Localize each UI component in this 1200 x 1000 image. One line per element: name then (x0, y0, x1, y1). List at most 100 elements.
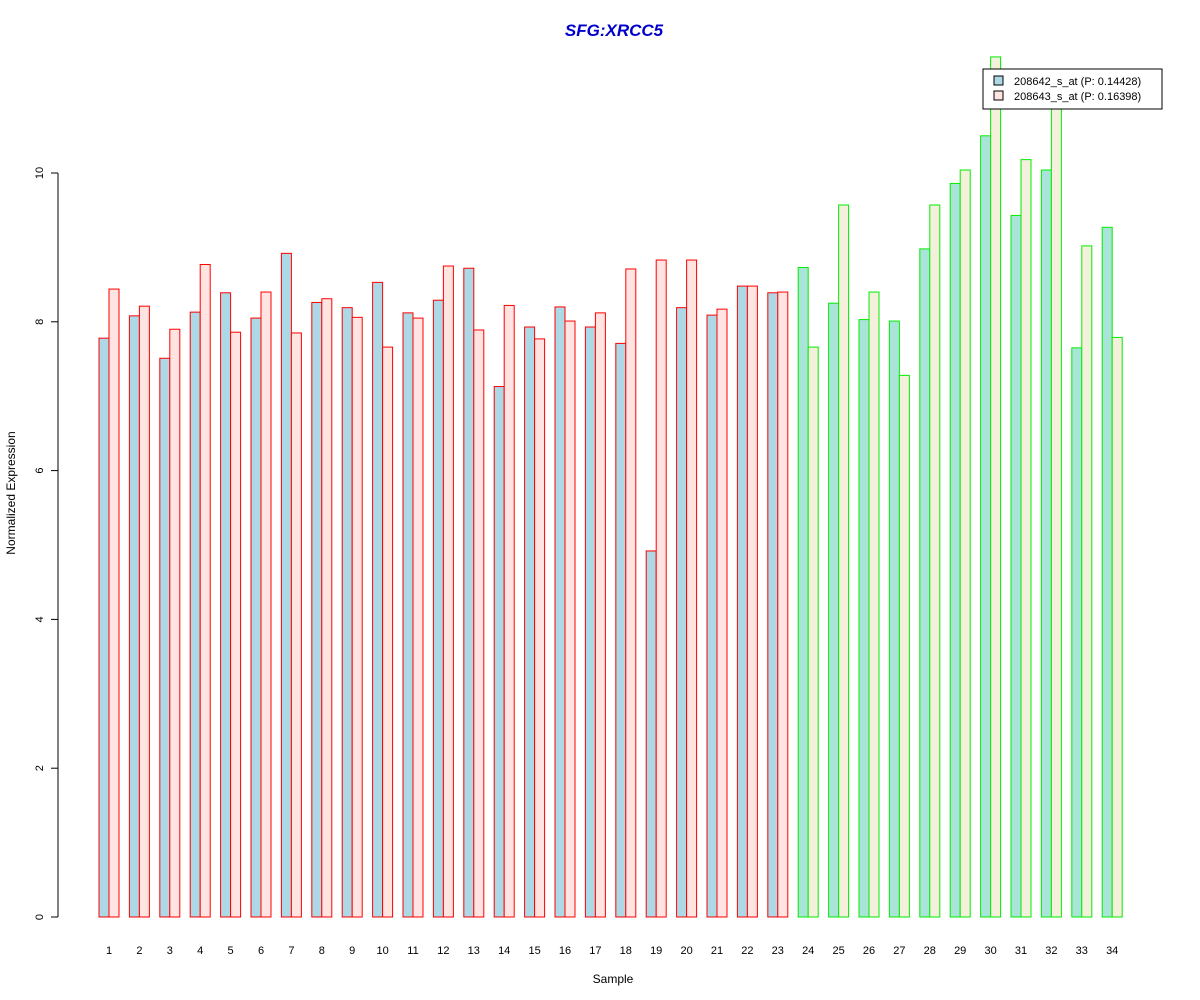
bar-sample-7-series-1 (280, 252, 292, 918)
x-tick-label: 19 (650, 945, 662, 957)
x-tick-label: 30 (984, 945, 996, 957)
bar-sample-13-series-1 (463, 267, 475, 918)
x-tick-label: 29 (954, 945, 966, 957)
bar-sample-19-series-1 (645, 550, 657, 918)
x-tick-label: 10 (376, 945, 388, 957)
bar-sample-1-series-1 (98, 337, 110, 918)
bar-sample-32-series-1 (1040, 169, 1052, 918)
x-tick-label: 18 (620, 945, 632, 957)
bar-sample-34-series-2 (1111, 336, 1123, 918)
bar-sample-18-series-1 (615, 342, 627, 918)
bar-sample-15-series-1 (524, 326, 536, 918)
legend-label-series-2: 208643_s_at (P: 0.16398) (1014, 91, 1141, 103)
bar-sample-12-series-2 (442, 265, 454, 918)
bar-sample-23-series-1 (767, 292, 779, 918)
x-tick-label: 5 (228, 945, 234, 957)
bar-sample-30-series-1 (980, 135, 992, 918)
bar-sample-8-series-2 (321, 298, 333, 918)
x-tick-label: 24 (802, 945, 814, 957)
bar-sample-20-series-1 (676, 307, 688, 918)
x-tick-label: 8 (319, 945, 325, 957)
bar-sample-25-series-2 (838, 204, 850, 918)
bar-sample-17-series-1 (584, 326, 596, 918)
bar-sample-4-series-2 (199, 264, 211, 918)
bars-group (98, 56, 1123, 918)
x-tick-label: 28 (924, 945, 936, 957)
bar-sample-31-series-1 (1010, 214, 1022, 918)
x-tick-label: 34 (1106, 945, 1118, 957)
bar-sample-12-series-1 (432, 299, 444, 918)
bar-sample-17-series-2 (594, 312, 606, 918)
bar-sample-21-series-1 (706, 314, 718, 918)
bar-sample-27-series-1 (888, 320, 900, 918)
y-axis-label: Normalized Expression (4, 431, 18, 554)
x-tick-label: 22 (741, 945, 753, 957)
bar-sample-21-series-2 (716, 308, 728, 918)
bar-sample-11-series-2 (412, 317, 424, 918)
bar-sample-11-series-1 (402, 312, 414, 918)
bar-sample-2-series-2 (138, 305, 150, 918)
bar-sample-25-series-1 (828, 302, 840, 918)
chart-title: SFG:XRCC5 (565, 21, 664, 40)
x-tick-label: 31 (1015, 945, 1027, 957)
x-tick-label: 33 (1076, 945, 1088, 957)
bar-sample-6-series-1 (250, 317, 262, 918)
bar-sample-18-series-2 (625, 268, 637, 918)
x-tick-label: 13 (468, 945, 480, 957)
legend-box (982, 68, 1163, 110)
legend: 208642_s_at (P: 0.14428) 208643_s_at (P:… (982, 68, 1163, 110)
bar-sample-3-series-1 (159, 357, 171, 918)
y-tick-label: 0 (34, 914, 46, 920)
bar-sample-14-series-2 (503, 304, 515, 918)
x-tick-label: 1 (106, 945, 112, 957)
x-tick-label: 9 (349, 945, 355, 957)
bar-sample-32-series-2 (1050, 90, 1062, 918)
bar-sample-7-series-2 (290, 332, 302, 918)
x-tick-labels: 1 2 3 4 5 6 7 8 9 10 11 12 13 14 15 16 17 18 19 20 21 22 23 24 2… (106, 945, 1118, 957)
x-tick-label: 7 (288, 945, 294, 957)
bar-sample-30-series-2 (990, 56, 1002, 918)
x-tick-label: 14 (498, 945, 510, 957)
bar-sample-15-series-2 (534, 338, 546, 918)
bar-sample-16-series-2 (564, 320, 576, 918)
bar-sample-28-series-2 (929, 204, 941, 918)
x-tick-label: 23 (772, 945, 784, 957)
x-tick-label: 20 (680, 945, 692, 957)
x-tick-label: 17 (589, 945, 601, 957)
y-axis: 0 2 4 6 8 10 (34, 167, 59, 920)
bar-sample-33-series-2 (1081, 245, 1093, 918)
bar-sample-4-series-1 (189, 311, 201, 918)
x-tick-label: 2 (136, 945, 142, 957)
bar-sample-19-series-2 (655, 259, 667, 918)
bar-sample-10-series-1 (372, 281, 384, 918)
x-tick-label: 3 (167, 945, 173, 957)
bar-sample-5-series-2 (230, 331, 242, 918)
bar-sample-26-series-1 (858, 319, 870, 918)
bar-sample-6-series-2 (260, 291, 272, 918)
bar-sample-31-series-2 (1020, 159, 1032, 918)
x-tick-label: 12 (437, 945, 449, 957)
x-tick-label: 26 (863, 945, 875, 957)
bar-sample-2-series-1 (128, 315, 140, 918)
bar-sample-10-series-2 (382, 346, 394, 918)
x-tick-label: 4 (197, 945, 203, 957)
bar-sample-24-series-1 (797, 266, 809, 918)
bar-sample-13-series-2 (473, 329, 485, 918)
bar-sample-24-series-2 (807, 346, 819, 918)
bar-sample-23-series-2 (777, 291, 789, 918)
bar-sample-9-series-1 (341, 307, 353, 918)
x-tick-label: 25 (832, 945, 844, 957)
bar-sample-22-series-2 (746, 285, 758, 918)
bar-sample-1-series-2 (108, 288, 120, 918)
x-tick-label: 15 (528, 945, 540, 957)
bar-sample-29-series-1 (949, 182, 961, 918)
bar-sample-22-series-1 (736, 285, 748, 918)
x-tick-label: 27 (893, 945, 905, 957)
bar-sample-34-series-1 (1101, 226, 1113, 918)
x-tick-label: 11 (407, 945, 418, 957)
bar-sample-3-series-2 (169, 328, 181, 918)
x-tick-label: 32 (1045, 945, 1057, 957)
bar-sample-27-series-2 (898, 374, 910, 918)
bar-sample-14-series-1 (493, 386, 505, 918)
